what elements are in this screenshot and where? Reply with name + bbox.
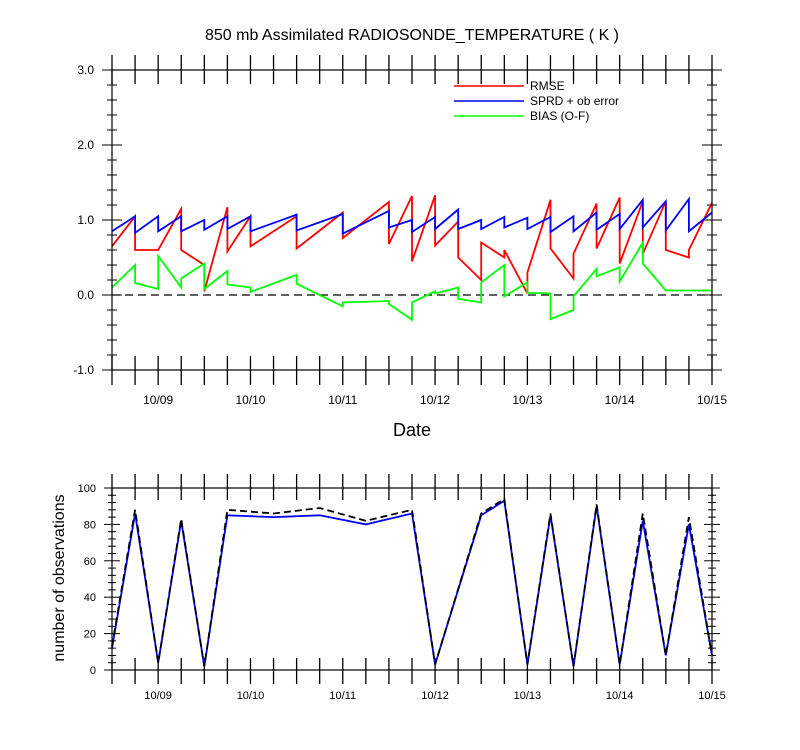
series-line-1 — [111, 196, 713, 235]
y-tick-label: 40 — [84, 592, 96, 604]
x-tick-label: 10/12 — [420, 393, 450, 407]
x-tick-label: 10/11 — [328, 393, 357, 407]
legend-label: RMSE — [530, 79, 565, 93]
x-tick-label: 10/09 — [144, 690, 172, 702]
chart-title: 850 mb Assimilated RADIOSONDE_TEMPERATUR… — [205, 27, 619, 44]
x-tick-label: 10/09 — [143, 393, 173, 407]
y-tick-label: 0 — [90, 665, 96, 677]
x-tick-label: 10/10 — [237, 690, 265, 702]
plot-frame — [111, 487, 713, 671]
y-tick-label: 1.0 — [77, 213, 94, 227]
y-tick-label: 80 — [84, 519, 96, 531]
series-line-2 — [111, 239, 712, 322]
series-line-1 — [111, 497, 713, 667]
x-tick-label: 10/12 — [421, 690, 449, 702]
x-tick-label: 10/14 — [605, 393, 635, 407]
y-tick-label: 60 — [84, 556, 96, 568]
top-panel: -1.0 0.0 1.0 2.0 3.0 10/09 10/10 10/11 10/12 10/1… — [73, 55, 727, 407]
y-tick-label: 3.0 — [77, 63, 94, 77]
y-tick-label: 0.0 — [77, 288, 94, 302]
x-tick-label: 10/15 — [697, 393, 727, 407]
plot-frame — [111, 69, 713, 371]
y-tick-label: 100 — [78, 483, 96, 495]
x-tick-label: 10/11 — [329, 690, 356, 702]
x-tick-label: 10/10 — [235, 393, 265, 407]
x-tick-label: 10/15 — [698, 690, 726, 702]
y-tick-label: 20 — [84, 629, 96, 641]
y-tick-label: 2.0 — [77, 138, 94, 152]
y-axis-label: number of observations — [51, 494, 68, 661]
series-line-0 — [111, 499, 713, 667]
x-tick-label: 10/14 — [606, 690, 634, 702]
y-tick-label: -1.0 — [73, 363, 94, 377]
x-tick-label: 10/13 — [514, 690, 542, 702]
legend-label: SPRD + ob error — [530, 94, 619, 108]
x-tick-label: 10/13 — [512, 393, 542, 407]
legend-label: BIAS (O-F) — [530, 109, 589, 123]
x-axis-label: Date — [393, 420, 431, 440]
bottom-panel: 0 20 40 60 80 100 10/09 10/10 10/11 10/12 10/13 10/… — [78, 474, 726, 702]
